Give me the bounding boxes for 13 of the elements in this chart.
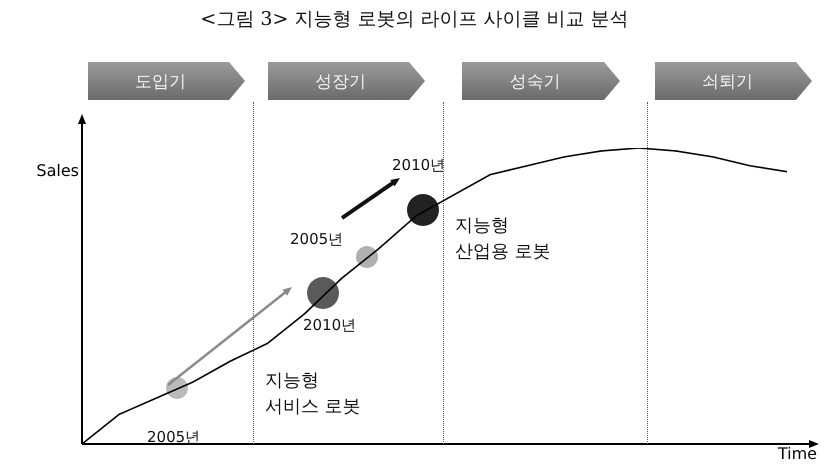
chart-title: <그림 3> 지능형 로봇의 라이프 사이클 비교 분석 [199,7,630,32]
annotation: 지능형 산업용 로봇 [455,214,551,264]
text: 쇠퇴기 [655,62,812,100]
text: 성숙기 [462,62,620,100]
annotation: 2005년 [290,230,344,248]
x-axis-title: Time [776,444,817,464]
y-axis-title: Sales [36,161,79,180]
annotation: 2010년 [392,156,446,174]
text: 도입기 [88,62,245,100]
annotation: 지능형 서비스 로봇 [265,369,361,419]
text: 성장기 [268,62,425,100]
annotation: 2005년 [147,428,200,446]
annotation: 2010년 [303,316,356,334]
